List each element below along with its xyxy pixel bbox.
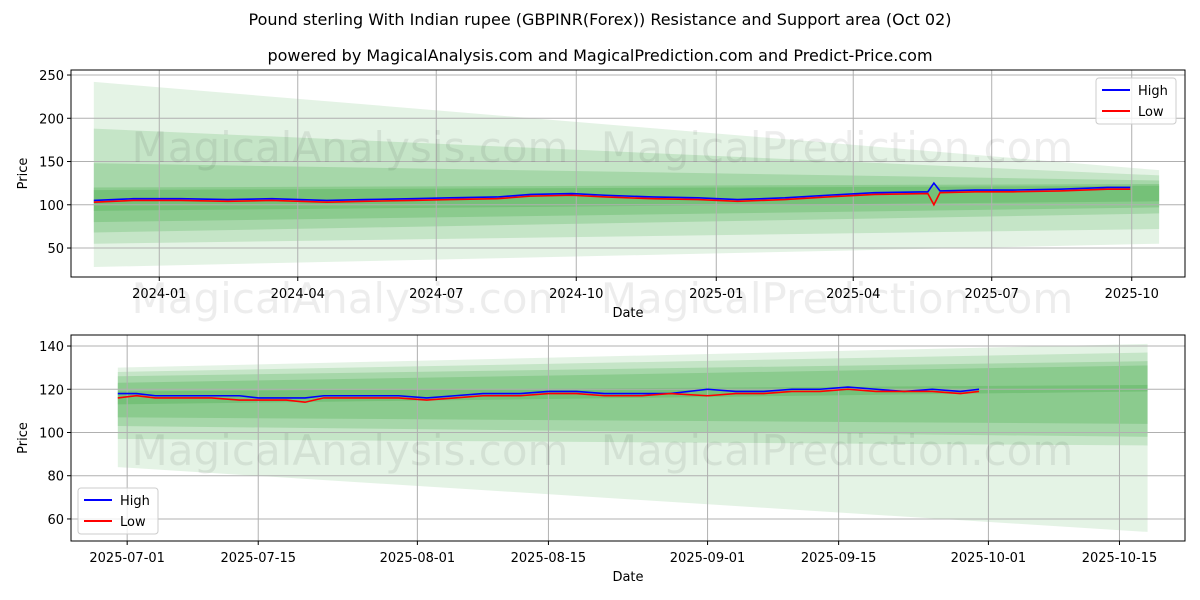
- watermark: MagicalPrediction.com: [601, 123, 1074, 172]
- y-tick-label: 120: [39, 383, 64, 398]
- chart-2: 60 80 100 120 140 2025-07-01 2025-07-15 2025-08…: [16, 334, 1186, 585]
- y-tick-label: 200: [39, 112, 64, 127]
- x-axis-label: Date: [612, 570, 643, 585]
- x-tick-label: 2024-04: [271, 287, 325, 302]
- band-level-2: [93, 128, 1160, 244]
- band-level-3: [117, 361, 1148, 437]
- legend-label-high: High: [120, 494, 150, 509]
- x-tick-label: 2025-09-15: [801, 551, 877, 566]
- watermark: MagicalAnalysis.com: [132, 123, 569, 172]
- band-level-4: [117, 365, 1148, 424]
- series-line-low: [93, 188, 1131, 207]
- x-tick-label: 2024-10: [549, 287, 603, 302]
- series-line-high: [93, 181, 1131, 202]
- x-tick-label: 2025-07-01: [89, 551, 165, 566]
- y-tick-label: 50: [47, 242, 64, 257]
- series-line-high: [117, 386, 980, 399]
- watermark: MagicalAnalysis.com: [132, 426, 569, 475]
- x-tick-label: 2025-01: [689, 287, 743, 302]
- plot-frame: [70, 69, 1186, 278]
- series-line-low: [117, 388, 980, 404]
- legend-label-high: High: [1138, 84, 1168, 99]
- y-tick-label: 60: [47, 513, 64, 528]
- chart-subtitle: powered by MagicalAnalysis.com and Magic…: [267, 46, 933, 65]
- legend-label-low: Low: [120, 515, 146, 530]
- x-axis-label: Date: [612, 306, 643, 321]
- chart-1: 50 100 150 200 250 2024-01 2024-04 2024-07 2024-…: [16, 69, 1186, 323]
- y-tick-label: 150: [39, 156, 64, 171]
- x-tick-label: 2025-04: [826, 287, 880, 302]
- watermark: MagicalAnalysis.com: [132, 274, 569, 323]
- chart-title: Pound sterling With Indian rupee (GBPINR…: [248, 10, 952, 29]
- plot-frame: [70, 334, 1186, 542]
- y-tick-label: 100: [39, 426, 64, 441]
- band-level-1: [93, 81, 1160, 268]
- watermark: MagicalPrediction.com: [601, 274, 1074, 323]
- band-level-2: [117, 352, 1148, 446]
- y-axis-label: Price: [16, 422, 31, 454]
- watermark: MagicalPrediction.com: [601, 426, 1074, 475]
- y-tick-label: 140: [39, 340, 64, 355]
- x-tick-label: 2024-01: [132, 287, 186, 302]
- x-tick-label: 2025-08-15: [511, 551, 587, 566]
- x-tick-label: 2025-07-15: [220, 551, 296, 566]
- legend: High Low: [77, 487, 159, 535]
- x-tick-label: 2024-07: [409, 287, 463, 302]
- y-tick-label: 80: [47, 470, 64, 485]
- y-axis-label: Price: [16, 158, 31, 190]
- legend: High Low: [1095, 77, 1177, 125]
- x-tick-label: 2025-10-01: [951, 551, 1027, 566]
- x-tick-label: 2025-10-15: [1082, 551, 1158, 566]
- y-tick-label: 100: [39, 199, 64, 214]
- x-tick-label: 2025-09-01: [670, 551, 746, 566]
- legend-label-low: Low: [1138, 105, 1164, 120]
- x-tick-label: 2025-07: [965, 287, 1019, 302]
- y-tick-label: 250: [39, 69, 64, 84]
- x-tick-label: 2025-10: [1105, 287, 1159, 302]
- x-tick-label: 2025-08-01: [380, 551, 456, 566]
